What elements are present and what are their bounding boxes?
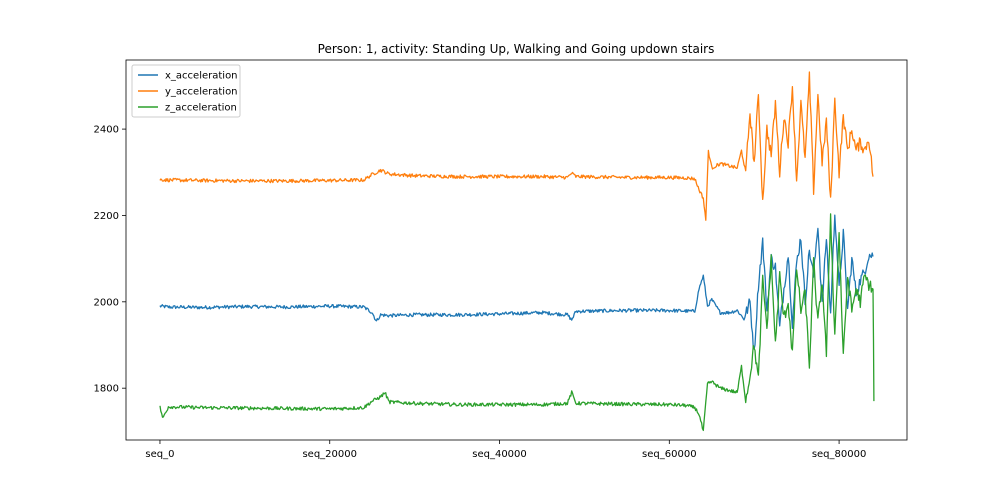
chart-title: Person: 1, activity: Standing Up, Walkin… bbox=[318, 42, 715, 56]
series-line-x_acceleration bbox=[159, 214, 874, 350]
x-tick-label: seq_0 bbox=[145, 449, 174, 460]
legend-label-y_acceleration: y_acceleration bbox=[165, 87, 238, 98]
legend-box bbox=[131, 64, 241, 118]
y-tick-label: 2000 bbox=[94, 297, 119, 308]
x-tick-label: seq_20000 bbox=[302, 449, 357, 460]
legend-label-z_acceleration: z_acceleration bbox=[165, 103, 237, 114]
plot-frame bbox=[125, 59, 908, 441]
y-tick-label: 2200 bbox=[94, 211, 119, 222]
y-tick-label: 2400 bbox=[94, 125, 119, 136]
series-line-z_acceleration bbox=[159, 213, 875, 432]
x-tick-label: seq_60000 bbox=[642, 449, 697, 460]
series-line-y_acceleration bbox=[159, 71, 874, 221]
x-tick-label: seq_40000 bbox=[472, 449, 527, 460]
y-tick-label: 1800 bbox=[94, 384, 119, 395]
legend: x_acceleration y_acceleration z_accelerati… bbox=[131, 64, 241, 118]
x-tick-label: seq_80000 bbox=[812, 449, 867, 460]
legend-label-x_acceleration: x_acceleration bbox=[165, 71, 238, 82]
series-layer bbox=[159, 71, 875, 432]
axes-layer: seq_0 seq_20000 seq_40000 seq_60000 seq_8000… bbox=[94, 59, 908, 460]
